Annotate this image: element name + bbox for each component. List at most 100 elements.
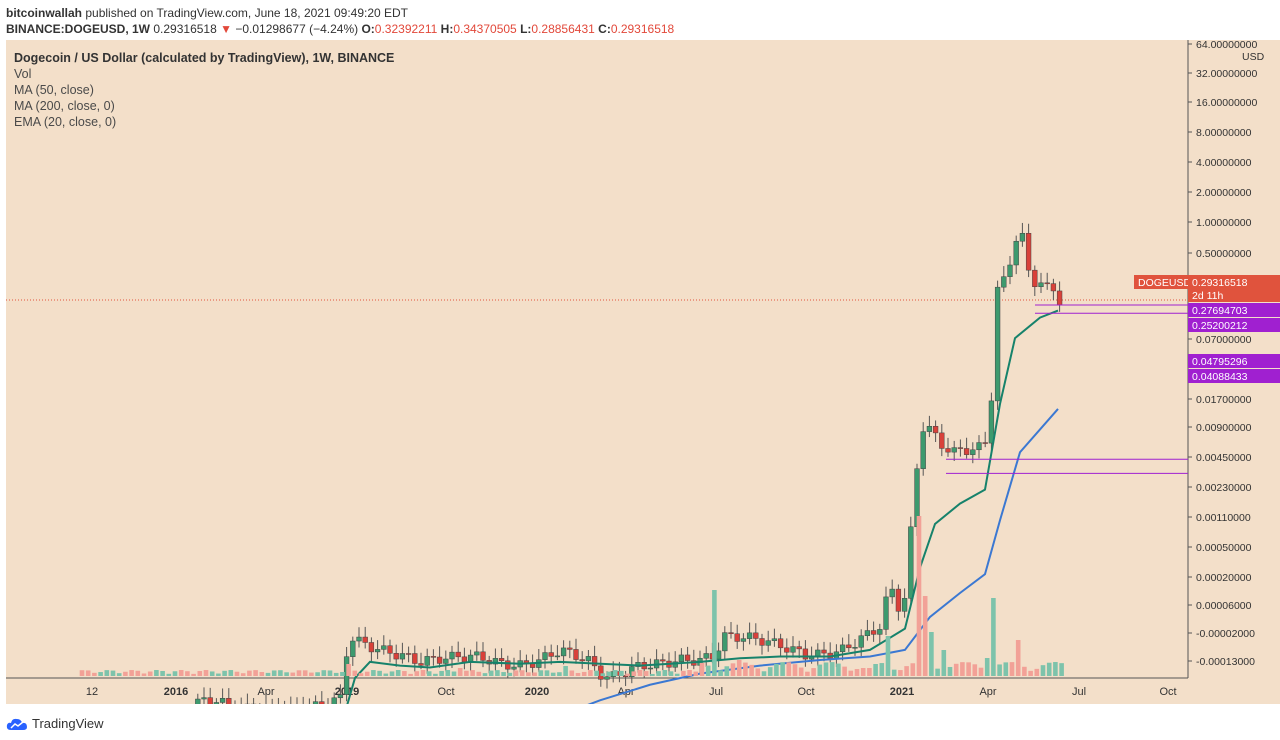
volume-bar bbox=[1059, 663, 1064, 676]
volume-bar bbox=[389, 671, 395, 676]
candle-body bbox=[883, 596, 889, 630]
price-badge-label: 0.25200212 bbox=[1192, 320, 1248, 332]
candle-body bbox=[461, 656, 468, 663]
candle-body bbox=[412, 653, 418, 664]
volume-bar bbox=[743, 662, 748, 676]
legend-ma50[interactable]: MA (50, close) bbox=[14, 83, 94, 97]
volume-bar bbox=[606, 671, 612, 676]
price-badge bbox=[1188, 318, 1280, 332]
candle-body bbox=[951, 447, 957, 453]
candle-body bbox=[908, 526, 914, 599]
volume-bar bbox=[123, 671, 128, 676]
price-badge-label: 0.29316518 bbox=[1192, 277, 1248, 289]
candle-body bbox=[715, 650, 722, 660]
candle-body bbox=[1038, 282, 1044, 287]
candle-body bbox=[870, 630, 877, 635]
candle-body bbox=[312, 701, 319, 704]
candle-body bbox=[976, 442, 982, 451]
candle-body bbox=[858, 635, 864, 648]
open-label: O: bbox=[361, 22, 375, 36]
x-tick-label: Jul bbox=[1072, 686, 1086, 698]
candle-body bbox=[802, 648, 809, 660]
volume-bar bbox=[997, 664, 1002, 676]
legend-vol[interactable]: Vol bbox=[14, 67, 32, 81]
candle-body bbox=[759, 638, 765, 646]
y-tick-label: 64.00000000 bbox=[1196, 40, 1257, 51]
volume-bar bbox=[619, 670, 624, 676]
legend-ma200[interactable]: MA (200, close, 0) bbox=[14, 99, 115, 113]
y-tick-label: 1.00000000 bbox=[1196, 217, 1252, 229]
low-value: 0.28856431 bbox=[531, 22, 595, 36]
x-tick-label: 2020 bbox=[525, 686, 549, 698]
volume-bar bbox=[309, 672, 314, 676]
volume-bar bbox=[178, 670, 184, 676]
candle-body bbox=[1050, 283, 1057, 292]
y-tick-label: 0.00020000 bbox=[1196, 572, 1252, 584]
volume-bar bbox=[302, 670, 308, 676]
volume-bar bbox=[544, 670, 550, 676]
y-tick-label: 32.00000000 bbox=[1196, 68, 1257, 80]
volume-bar bbox=[550, 672, 556, 676]
author-name[interactable]: bitcoinwallah bbox=[6, 6, 83, 20]
volume-bar bbox=[445, 670, 451, 676]
candle-body bbox=[455, 651, 461, 658]
candle-body bbox=[356, 636, 362, 642]
volume-bar bbox=[104, 670, 110, 676]
candle-body bbox=[362, 636, 368, 643]
volume-bar bbox=[265, 672, 271, 676]
candle-body bbox=[560, 647, 567, 657]
candle-body bbox=[963, 448, 970, 455]
candle-body bbox=[350, 640, 356, 657]
volume-bar bbox=[240, 673, 246, 676]
volume-bar bbox=[792, 664, 798, 676]
volume-bar bbox=[960, 662, 965, 676]
price-badge-label: 0.27694703 bbox=[1192, 305, 1248, 317]
candle-body bbox=[374, 649, 381, 653]
volume-bar bbox=[898, 670, 903, 676]
price-badge bbox=[1188, 275, 1280, 289]
candle-body bbox=[213, 702, 220, 704]
volume-bar bbox=[705, 665, 711, 676]
volume-bar bbox=[408, 673, 413, 676]
tradingview-cloud-icon bbox=[6, 718, 27, 730]
candle-body bbox=[319, 701, 325, 704]
volume-bar bbox=[662, 670, 668, 676]
volume-bar bbox=[637, 670, 643, 676]
y-tick-label: 0.00050000 bbox=[1196, 542, 1252, 554]
legend-ema20[interactable]: EMA (20, close, 0) bbox=[14, 115, 117, 129]
volume-bar bbox=[656, 671, 661, 676]
candle-body bbox=[889, 588, 895, 598]
candle-body bbox=[579, 659, 585, 662]
volume-bar bbox=[885, 636, 891, 676]
volume-bar bbox=[625, 673, 630, 676]
price-chart[interactable]: 64.00000000 32.00000000 16.00000000 8.00000… bbox=[0, 40, 1280, 704]
tradingview-logo[interactable]: TradingView bbox=[6, 716, 104, 731]
volume-bar bbox=[364, 671, 370, 676]
volume-bar bbox=[774, 663, 779, 676]
volume-bar bbox=[643, 671, 649, 676]
volume-bar bbox=[829, 662, 835, 676]
candle-body bbox=[1007, 264, 1013, 277]
volume-bar bbox=[650, 673, 655, 676]
volume-bar bbox=[767, 667, 773, 676]
volume-bar bbox=[1040, 665, 1046, 676]
candle-body bbox=[796, 646, 802, 650]
volume-bar bbox=[910, 663, 916, 676]
volume-bar bbox=[129, 670, 134, 676]
legend-title[interactable]: Dogecoin / US Dollar (calculated by Trad… bbox=[14, 51, 395, 65]
volume-bar bbox=[612, 670, 618, 676]
volume-bar bbox=[203, 670, 209, 676]
volume-bar bbox=[278, 670, 283, 676]
candle-body bbox=[982, 442, 988, 444]
x-tick-label: 2021 bbox=[890, 686, 914, 698]
volume-bar bbox=[935, 668, 940, 676]
candle-body bbox=[1056, 290, 1063, 306]
candle-body bbox=[1019, 233, 1026, 242]
candle-body bbox=[994, 286, 1001, 402]
volume-bar bbox=[451, 671, 457, 676]
candle-body bbox=[932, 425, 939, 434]
y-tick-label: 4.00000000 bbox=[1196, 157, 1252, 169]
y-tick-label: 0.50000000 bbox=[1196, 248, 1252, 260]
last-price: 0.29316518 bbox=[153, 22, 217, 36]
x-tick-label: Oct bbox=[437, 686, 454, 698]
